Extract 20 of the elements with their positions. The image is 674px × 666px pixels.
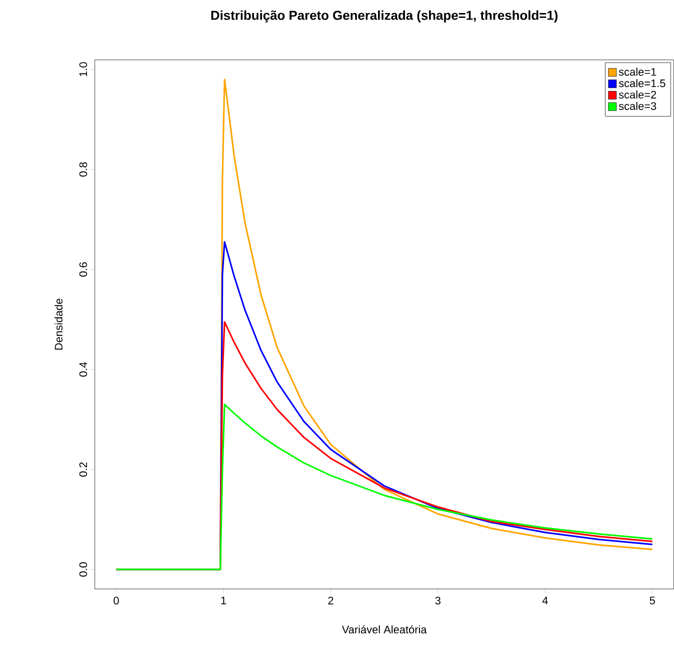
x-tick-label: 3 (435, 596, 440, 605)
legend-label: scale=3 (618, 102, 656, 110)
x-axis-title: Variável Aleatória (342, 625, 427, 634)
y-tick-label: 0.2 (79, 462, 88, 477)
x-tick-label: 1 (221, 596, 226, 604)
y-axis-title: Densidade (54, 298, 63, 350)
chart-title: Distribuição Pareto Generalizada (shape=1, threshold=1) (211, 10, 558, 23)
x-tick-label: 4 (542, 596, 548, 604)
y-tick-label: 0.8 (79, 162, 88, 177)
y-tick-label: 0.4 (79, 362, 88, 377)
y-tick-label: 0.6 (79, 262, 88, 277)
x-tick-label: 0 (114, 596, 119, 605)
x-tick-label: 5 (650, 596, 655, 604)
legend-label: scale=1 (618, 68, 656, 76)
y-tick-label: 0.0 (79, 562, 88, 577)
x-tick-label: 2 (328, 596, 334, 604)
line-series (115, 404, 654, 570)
y-tick-label: 1.0 (79, 62, 88, 76)
legend-label: scale=2 (618, 90, 656, 99)
legend-label: scale=1.5 (618, 79, 666, 88)
